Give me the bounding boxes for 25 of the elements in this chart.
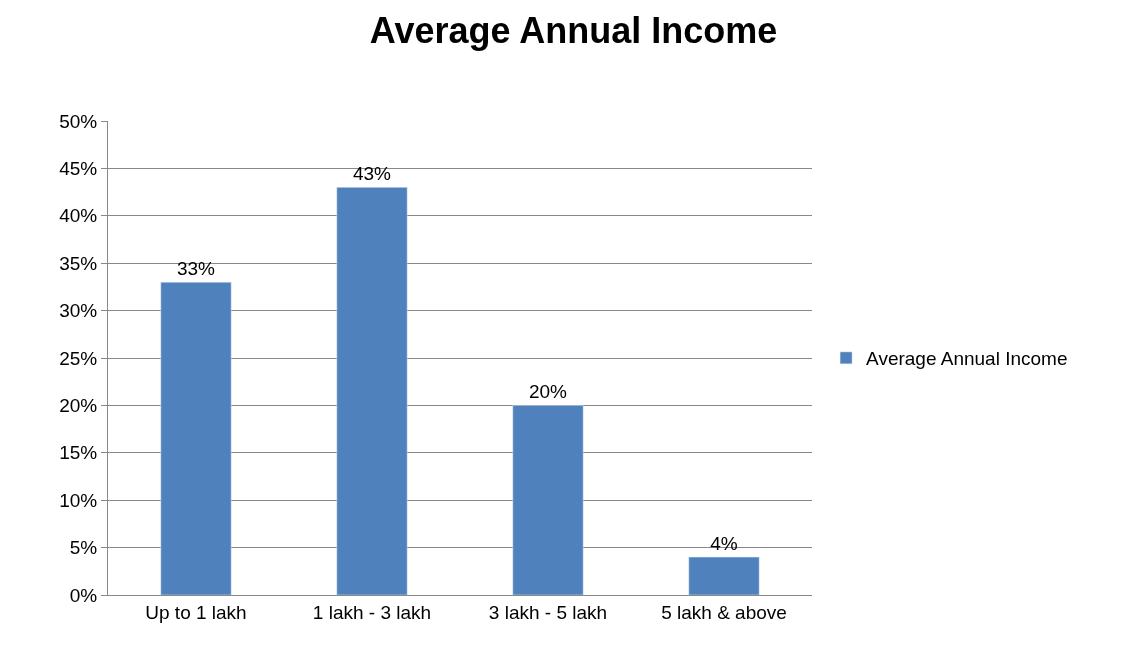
data-label: 33% [176, 258, 216, 280]
x-tick-label: 3 lakh - 5 lakh [488, 601, 608, 623]
y-tick-label: 35% [59, 252, 98, 274]
chart-title: Average Annual Income [369, 9, 778, 51]
data-label: 20% [528, 381, 568, 403]
x-tick-label: 5 lakh & above [661, 601, 787, 623]
y-tick-label: 40% [59, 205, 98, 227]
bar [512, 405, 584, 595]
y-tick-label: 10% [59, 489, 98, 511]
data-label: 43% [352, 163, 392, 185]
y-tick-label: 45% [59, 158, 98, 180]
y-tick-label: 20% [59, 395, 98, 417]
y-tick-label: 5% [69, 537, 98, 559]
y-tick-label: 30% [59, 300, 98, 322]
y-tick-label: 0% [69, 584, 98, 606]
y-tick-label: 15% [59, 442, 98, 464]
bar [688, 556, 760, 595]
legend-label: Average Annual Income [866, 348, 1068, 370]
data-label: 4% [710, 533, 738, 555]
x-tick-label: Up to 1 lakh [145, 601, 247, 623]
bar [160, 281, 232, 595]
y-tick-label: 50% [59, 110, 98, 132]
bar [336, 187, 408, 595]
y-tick-label: 25% [59, 347, 98, 369]
x-tick-label: 1 lakh - 3 lakh [312, 601, 432, 623]
